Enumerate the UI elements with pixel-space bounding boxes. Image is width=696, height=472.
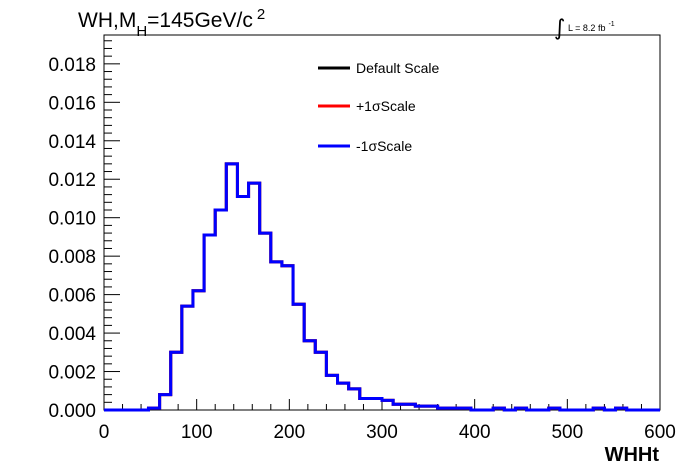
plot-frame [103,34,661,411]
series-line-2 [104,162,660,412]
x-tick-label: 600 [644,422,676,443]
y-tick-label: 0.018 [48,55,96,76]
y-tick-label: 0.008 [48,247,96,268]
y-tick-label: 0.014 [48,132,96,153]
x-tick-label: 100 [181,422,213,443]
legend-label-plus1sigma: +1σScale [356,98,416,114]
x-tick-label: 200 [273,422,305,443]
y-tick-label: 0.012 [48,170,96,191]
y-axis: 0.000 0.002 0.004 0.006 0.008 0.010 0.012 0.014… [48,40,120,422]
x-tick-label: 300 [366,422,398,443]
x-axis-label: WHHt [605,444,660,466]
y-tick-label: 0.010 [48,209,96,230]
series-line-1 [104,162,660,412]
lumi-label: L = 8.2 fb -1 [568,21,615,33]
title-subscript: H [136,23,147,40]
y-tick-label: 0.016 [48,93,96,114]
lumi-text: L = 8.2 fb [568,23,605,33]
x-tick-label: 500 [551,422,583,443]
lumi-superscript: -1 [608,21,614,28]
title-main: WH,M [78,9,136,32]
y-tick-label: 0.002 [48,363,96,384]
chart-title: WH,MH=145GeV/c 2 [78,6,265,40]
lumi-integral: ∫ [554,16,565,41]
legend: Default Scale +1σScale -1σScale [318,60,439,154]
legend-label-default: Default Scale [356,60,439,76]
x-tick-label: 400 [459,422,491,443]
x-axis: 0 100 200 300 400 500 600 [99,399,676,443]
y-tick-label: 0.006 [48,286,96,307]
title-superscript: 2 [257,6,265,23]
y-tick-label: 0.000 [48,401,96,422]
x-tick-label: 0 [99,422,110,443]
series-layer [104,162,660,412]
legend-label-minus1sigma: -1σScale [356,138,412,154]
title-tail: =145GeV/c [147,9,253,32]
series-line-0 [104,162,660,412]
y-tick-label: 0.004 [48,324,96,345]
